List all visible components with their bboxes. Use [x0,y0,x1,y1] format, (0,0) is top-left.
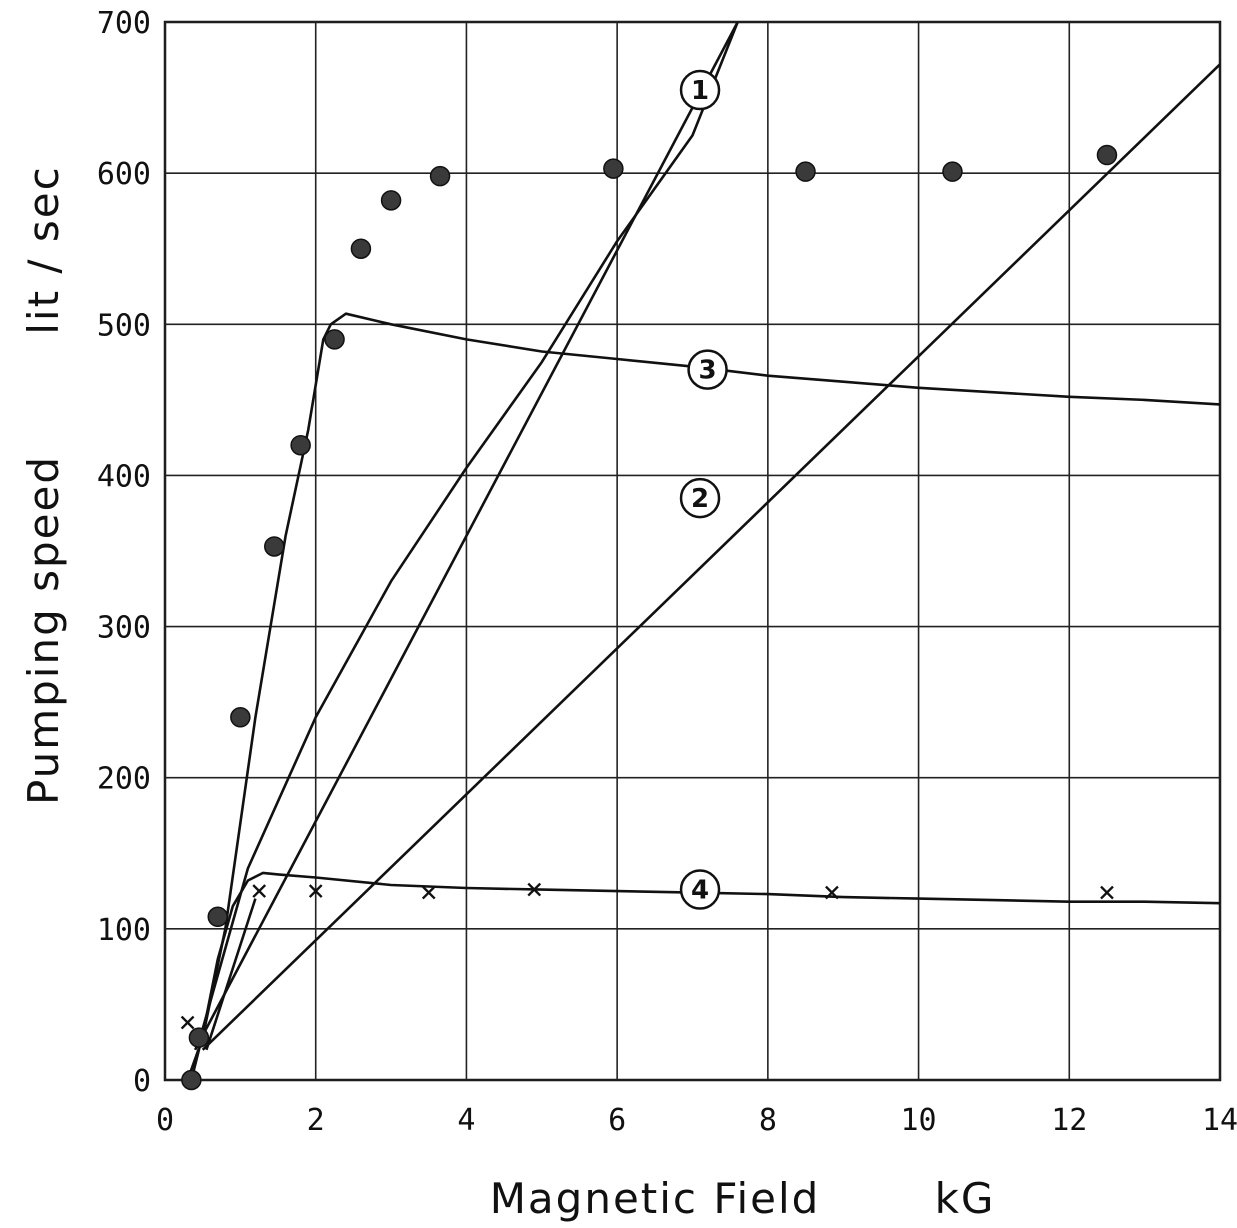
y-tick-label: 400 [97,459,151,494]
curve-label-3: 3 [699,356,717,386]
plot-frame [163,20,1222,1082]
y-axis-unit: lit / sec [19,165,68,334]
x-tick-label: 4 [457,1103,475,1138]
dot-point [324,329,345,350]
x-tick-label: 6 [608,1103,626,1138]
dot-point [188,1027,210,1048]
curve-4 [190,871,1220,1080]
x-tick-label: 8 [759,1103,777,1138]
dot-point [230,707,251,728]
curve-3 [186,312,1220,1080]
dot-point [795,161,816,182]
y-tick-label: 300 [97,611,151,646]
cross-stroke [308,884,323,898]
curve-label-circle [679,69,721,111]
curve-1 [193,22,739,1051]
y-tick-label: 200 [97,762,151,797]
y-tick-label: 500 [97,308,151,343]
grid [163,20,1222,1082]
dot-point [290,434,311,456]
y-axis-title: Pumping speed [19,455,68,805]
y-tick-label: 600 [97,157,151,192]
dot-point [207,906,228,928]
curve-label-circle [687,349,728,390]
x-axis-title: Magnetic Field [490,1174,821,1223]
x-tick-label: 0 [156,1103,174,1138]
curves [186,22,1220,1080]
cross-stroke [825,885,839,900]
x-tick-label: 14 [1202,1103,1237,1138]
y-tick-label: 100 [97,913,151,948]
cross-stroke [180,1015,195,1030]
x-axis-unit: kG [935,1174,996,1223]
dot-point [603,158,624,179]
cross-stroke [527,882,542,897]
curve-label-4: 4 [691,876,709,906]
dot-point [1096,144,1118,166]
curve-2 [201,63,1220,1051]
curve-unlabeled-5 [197,22,739,1043]
curve-label-1: 1 [691,76,709,106]
x-tick-label: 10 [901,1103,937,1138]
cross-point [527,882,542,897]
dot-point [181,1069,202,1091]
cross-point [252,884,267,898]
curve-label-2: 2 [691,484,709,514]
x-tick-label: 2 [307,1103,325,1138]
dot-point [264,536,285,557]
data-markers [180,144,1118,1091]
curve-label-circle [679,477,721,519]
y-tick-label: 700 [97,6,151,41]
dot-point [429,165,451,187]
curve-label-circle [679,869,721,910]
cross-stroke [421,885,436,900]
cross-point [421,885,436,900]
cross-point [308,884,323,898]
cross-point [825,885,839,900]
dot-point [942,161,963,182]
y-tick-label: 0 [133,1064,151,1099]
dot-point [380,190,402,211]
cross-stroke [252,884,267,898]
curve-labels: 1 2 3 4 [679,69,728,910]
cross-stroke [1100,885,1114,900]
dot-point [350,238,372,259]
curve-unlabeled-4 [205,898,257,1051]
x-tick-label: 12 [1051,1103,1087,1138]
cross-point [180,1015,195,1030]
cross-point [1100,885,1114,900]
